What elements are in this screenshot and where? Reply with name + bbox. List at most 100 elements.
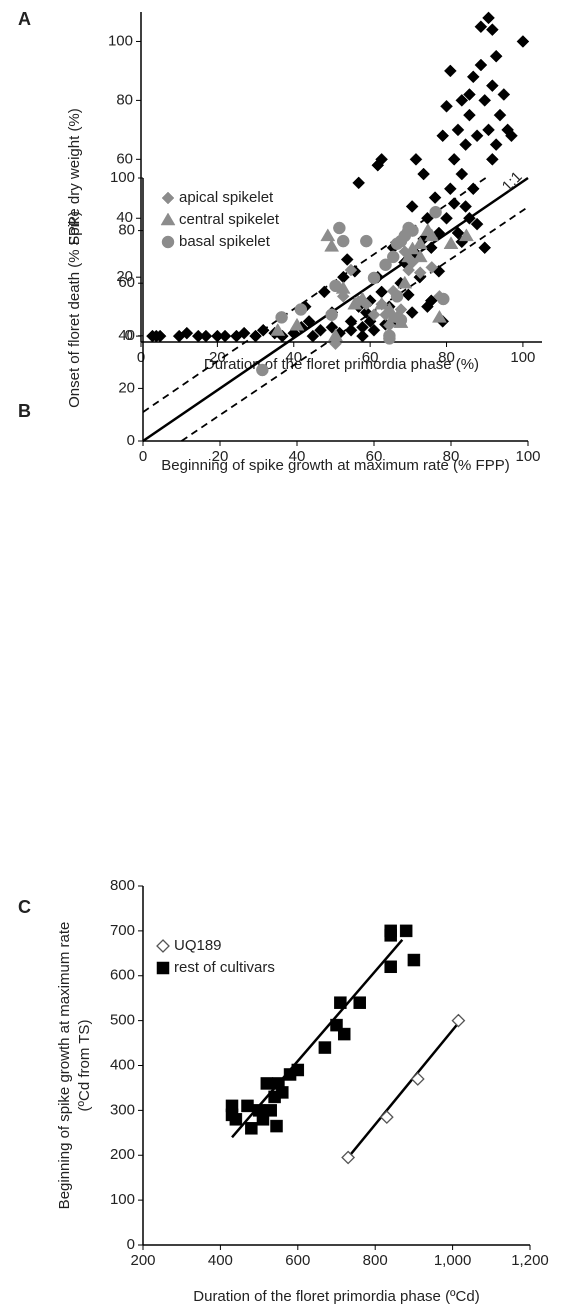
x-tick-label: 20 bbox=[209, 349, 226, 366]
point bbox=[387, 250, 400, 264]
y-axis-label: Spike dry weight (%) bbox=[66, 108, 83, 246]
point bbox=[375, 285, 388, 299]
x-tick-label: 0 bbox=[139, 448, 147, 465]
point bbox=[329, 279, 342, 293]
point bbox=[153, 329, 167, 343]
point bbox=[478, 241, 492, 255]
point bbox=[256, 363, 269, 377]
point bbox=[470, 217, 484, 231]
legend-marker bbox=[156, 961, 170, 975]
point bbox=[409, 152, 423, 166]
y-tick-label: 80 bbox=[116, 91, 133, 108]
point bbox=[352, 176, 366, 190]
point bbox=[413, 266, 427, 280]
point bbox=[340, 253, 354, 266]
point bbox=[482, 11, 495, 25]
x-tick-label: 400 bbox=[208, 1252, 233, 1269]
y-tick-label: 700 bbox=[110, 922, 135, 939]
y-tick-label: 100 bbox=[108, 32, 133, 49]
point bbox=[451, 226, 465, 240]
y-tick-label: 500 bbox=[110, 1012, 135, 1029]
legend-label: central spikelet bbox=[179, 211, 280, 228]
point bbox=[241, 1099, 254, 1113]
point bbox=[355, 291, 370, 305]
x-tick-label: 40 bbox=[285, 349, 302, 366]
point bbox=[412, 249, 428, 263]
point bbox=[336, 234, 350, 248]
point bbox=[294, 303, 308, 316]
reference-line bbox=[142, 176, 529, 443]
point bbox=[291, 1063, 305, 1077]
y-tick-label: 400 bbox=[110, 1056, 135, 1073]
point bbox=[417, 167, 430, 181]
point bbox=[324, 238, 340, 252]
y-axis-label: (ºCd from TS) bbox=[76, 1020, 93, 1112]
x-tick-label: 800 bbox=[363, 1252, 388, 1269]
point bbox=[180, 326, 194, 340]
point bbox=[264, 1104, 277, 1117]
point bbox=[394, 313, 408, 327]
point bbox=[356, 329, 369, 343]
legend-marker bbox=[160, 212, 176, 226]
point bbox=[425, 261, 439, 274]
point bbox=[275, 311, 288, 324]
x-tick-label: 1,000 bbox=[434, 1252, 472, 1269]
x-tick-label: 20 bbox=[212, 448, 229, 465]
point bbox=[436, 129, 450, 143]
point bbox=[459, 200, 472, 213]
point bbox=[397, 275, 413, 289]
y-tick-label: 300 bbox=[110, 1101, 135, 1118]
point bbox=[401, 249, 417, 263]
point bbox=[440, 99, 453, 113]
y-tick-label: 0 bbox=[127, 1236, 135, 1253]
point bbox=[485, 23, 499, 37]
point bbox=[474, 58, 488, 72]
point bbox=[289, 317, 305, 331]
point bbox=[455, 167, 469, 181]
annotation: 1:1 bbox=[499, 168, 526, 195]
point bbox=[405, 200, 419, 213]
point bbox=[451, 123, 465, 137]
point bbox=[458, 228, 474, 242]
point bbox=[356, 320, 369, 334]
point bbox=[493, 108, 507, 122]
point bbox=[489, 138, 503, 151]
point bbox=[470, 129, 484, 143]
legend-label: UQ189 bbox=[174, 937, 222, 954]
point bbox=[459, 138, 472, 151]
x-tick-label: 80 bbox=[438, 349, 455, 366]
point bbox=[328, 328, 343, 342]
point bbox=[443, 236, 459, 249]
legend-marker bbox=[161, 235, 175, 249]
y-tick-label: 100 bbox=[110, 169, 135, 186]
point bbox=[447, 152, 461, 166]
point bbox=[367, 271, 381, 285]
y-tick-label: 40 bbox=[116, 209, 133, 226]
x-axis-label: Duration of the floret primordia phase (… bbox=[204, 356, 479, 373]
x-tick-label: 600 bbox=[285, 1252, 310, 1269]
point bbox=[505, 129, 518, 143]
point bbox=[344, 263, 358, 277]
point bbox=[406, 224, 419, 237]
point bbox=[390, 290, 404, 303]
y-tick-label: 20 bbox=[118, 379, 135, 396]
point bbox=[412, 236, 428, 249]
point bbox=[463, 108, 476, 122]
point bbox=[276, 1086, 289, 1099]
y-tick-label: 40 bbox=[118, 327, 135, 344]
point bbox=[270, 1119, 283, 1133]
point bbox=[424, 294, 438, 308]
point bbox=[451, 1013, 466, 1028]
point bbox=[384, 960, 397, 974]
point bbox=[199, 329, 213, 343]
point bbox=[399, 924, 413, 938]
point bbox=[341, 1150, 356, 1165]
point bbox=[383, 332, 396, 345]
x-tick-label: 100 bbox=[515, 448, 540, 465]
point bbox=[485, 152, 499, 166]
point bbox=[478, 94, 492, 107]
point bbox=[497, 88, 511, 101]
point bbox=[401, 288, 415, 302]
x-axis-label: Duration of the floret primordia phase (… bbox=[193, 1288, 479, 1305]
point bbox=[237, 326, 251, 340]
